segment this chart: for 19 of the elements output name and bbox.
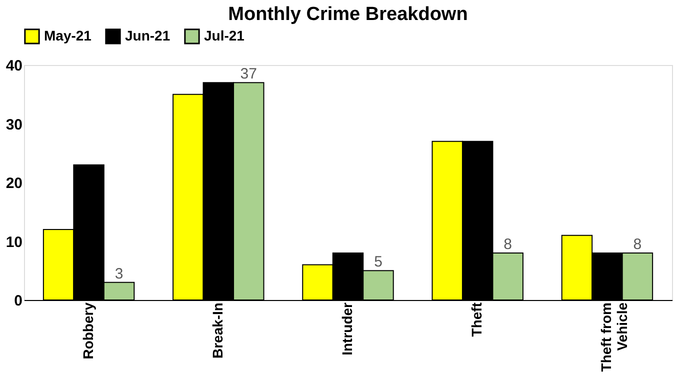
chart-title: Monthly Crime Breakdown — [228, 4, 468, 25]
legend-label: May-21 — [44, 27, 92, 44]
legend-label: Jun-21 — [125, 27, 170, 44]
legend-label: Jul-21 — [204, 27, 245, 44]
data-label: 8 — [633, 236, 642, 253]
data-label: 3 — [114, 265, 124, 282]
data-label: 5 — [374, 254, 382, 271]
x-tick-label: Theft from Vehicle — [598, 302, 630, 372]
y-tick-label: 0 — [14, 292, 22, 310]
y-tick-label: 20 — [6, 175, 22, 192]
x-tick-label: Intruder — [339, 302, 355, 356]
y-tick-label: 40 — [6, 58, 22, 74]
data-label: 37 — [240, 66, 257, 83]
x-tick-label: Robbery — [80, 302, 96, 360]
x-tick-label: Theft — [468, 302, 485, 337]
y-tick-label: 10 — [6, 234, 22, 251]
x-tick-label: Break-In — [209, 302, 226, 359]
data-label: 8 — [504, 236, 512, 253]
y-tick-label: 30 — [6, 116, 22, 134]
